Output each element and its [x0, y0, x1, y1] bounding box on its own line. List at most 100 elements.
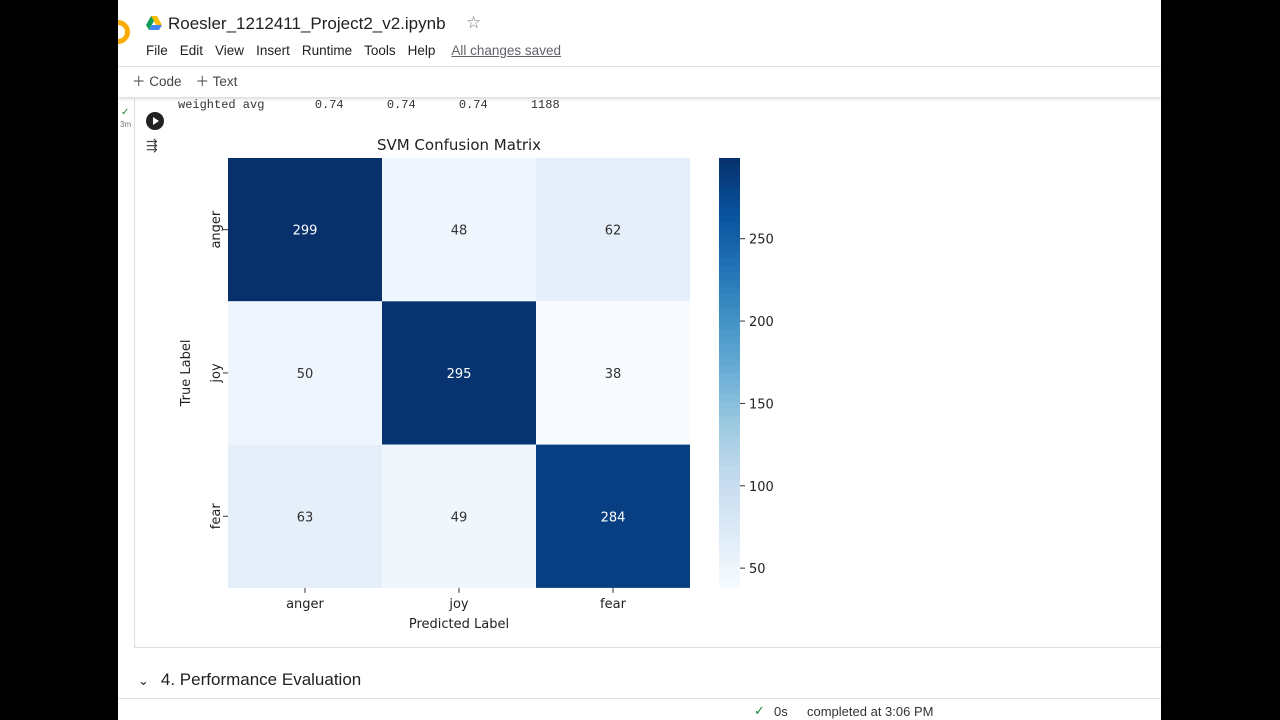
colorbar-segment — [719, 487, 740, 496]
colorbar-segment — [719, 423, 740, 431]
colorbar-segment — [719, 344, 740, 353]
colorbar-segment — [719, 566, 740, 575]
colorbar-segment — [719, 537, 740, 546]
toolbar: ＋ Code ＋ Text — [118, 66, 1161, 97]
colorbar-segment — [719, 193, 740, 202]
colorbar-segment — [719, 337, 740, 345]
colorbar-segment — [719, 243, 740, 252]
colorbar-segment — [719, 286, 740, 295]
cell-value-label: 38 — [605, 367, 622, 382]
status-bar: ✓ 0s completed at 3:06 PM — [118, 698, 1161, 720]
menu-help[interactable]: Help — [407, 43, 436, 58]
colorbar-segment — [719, 165, 740, 173]
colorbar-segment — [719, 530, 740, 539]
y-tick-label: fear — [209, 503, 224, 530]
add-text-button[interactable]: ＋ Text — [195, 74, 238, 89]
check-icon: ✓ — [121, 107, 130, 118]
colorbar-tick-label: 100 — [749, 480, 774, 495]
colorbar-segment — [719, 186, 740, 195]
colorbar-segment — [719, 380, 740, 388]
colorbar-segment — [719, 279, 740, 288]
code-cell-output — [134, 99, 1161, 648]
colorbar-segment — [719, 444, 740, 453]
drive-icon — [146, 16, 162, 30]
menu-file[interactable]: File — [146, 43, 168, 58]
check-icon: ✓ — [754, 703, 765, 718]
colorbar-segment — [719, 158, 740, 166]
confusion-matrix-chart: SVM Confusion Matrix 299 48 62 50 295 38 63 49 28… — [179, 136, 774, 632]
output-options-icon[interactable]: ⇶ — [146, 137, 158, 153]
colorbar-segment — [719, 501, 740, 510]
colorbar-segment — [719, 523, 740, 532]
cell-value-label: 295 — [447, 367, 472, 382]
colorbar-segment — [719, 329, 740, 338]
run-cell-button[interactable] — [146, 112, 164, 130]
star-icon[interactable]: ☆ — [466, 13, 482, 32]
menu-edit[interactable]: Edit — [179, 43, 204, 58]
heatmap-cell — [228, 301, 382, 445]
colorbar-segment — [719, 552, 740, 560]
cell-value-label: 49 — [451, 510, 468, 525]
colorbar-tick-label: 200 — [749, 315, 774, 330]
add-text-label: Text — [212, 74, 238, 89]
colorbar-tick-label: 250 — [749, 233, 774, 248]
colorbar-segment — [719, 315, 740, 324]
y-tick-label: anger — [209, 210, 224, 248]
colorbar-segment — [719, 351, 740, 360]
colorbar-segment — [719, 301, 740, 310]
menu-tools[interactable]: Tools — [364, 43, 396, 58]
colorbar-segment — [719, 430, 740, 439]
save-status-link[interactable]: All changes saved — [451, 43, 561, 58]
colorbar-segment — [719, 308, 740, 317]
colorbar-segment — [719, 236, 740, 245]
section-header[interactable]: ⌄ 4. Performance Evaluation — [138, 670, 361, 691]
colorbar-segment — [719, 272, 740, 281]
colorbar-segment — [719, 372, 740, 381]
notebook-title[interactable]: Roesler_1212411_Project2_v2.ipynb — [168, 14, 446, 33]
heatmap-cell — [228, 444, 382, 588]
add-code-label: Code — [149, 74, 182, 89]
x-tick-label: anger — [286, 597, 324, 612]
colorbar-segment — [719, 387, 740, 396]
colab-window: Roesler_1212411_Project2_v2.ipynb ☆ File… — [118, 0, 1161, 720]
menu-runtime[interactable]: Runtime — [301, 43, 353, 58]
colorbar-segment — [719, 408, 740, 417]
colorbar-segment — [719, 358, 740, 367]
section-title: 4. Performance Evaluation — [160, 670, 362, 689]
colorbar-segment — [719, 415, 740, 424]
colorbar-segment — [719, 365, 740, 374]
chart-title: SVM Confusion Matrix — [377, 136, 541, 154]
x-axis-label: Predicted Label — [409, 617, 509, 632]
colorbar-segment — [719, 516, 740, 525]
x-tick-label: joy — [448, 597, 469, 612]
colorbar-segment — [719, 394, 740, 403]
y-tick-label: joy — [209, 363, 224, 384]
colorbar-segment — [719, 265, 740, 274]
colorbar-segment — [719, 544, 740, 553]
colorbar-tick-label: 150 — [749, 397, 774, 412]
exec-time: 3m — [120, 120, 132, 129]
colorbar-segment — [719, 473, 740, 482]
add-code-button[interactable]: ＋ Code — [132, 74, 182, 89]
colorbar-segment — [719, 222, 740, 231]
colorbar-segment — [719, 494, 740, 503]
colorbar-segment — [719, 437, 740, 446]
colorbar-segment — [719, 229, 740, 238]
heatmap-cell — [382, 444, 536, 588]
colorbar-segment — [719, 172, 740, 181]
colorbar-segment — [719, 200, 740, 209]
colorbar-segment — [719, 401, 740, 410]
cell-value-label: 62 — [605, 224, 622, 239]
menu-bar: File Edit View Insert Runtime Tools Help… — [146, 43, 561, 59]
menu-insert[interactable]: Insert — [256, 43, 290, 58]
output-text-line: weighted avg 0.74 0.74 0.74 1188 — [178, 98, 560, 112]
cell-value-label: 63 — [297, 510, 314, 525]
heatmap-cell — [228, 158, 382, 302]
colab-logo[interactable] — [118, 20, 130, 44]
colorbar-segment — [719, 179, 740, 188]
completed-status: completed at 3:06 PM — [807, 704, 934, 719]
cell-value-label: 50 — [297, 367, 314, 382]
colorbar-segment — [719, 258, 740, 267]
menu-view[interactable]: View — [215, 43, 245, 58]
colorbar-segment — [719, 466, 740, 474]
